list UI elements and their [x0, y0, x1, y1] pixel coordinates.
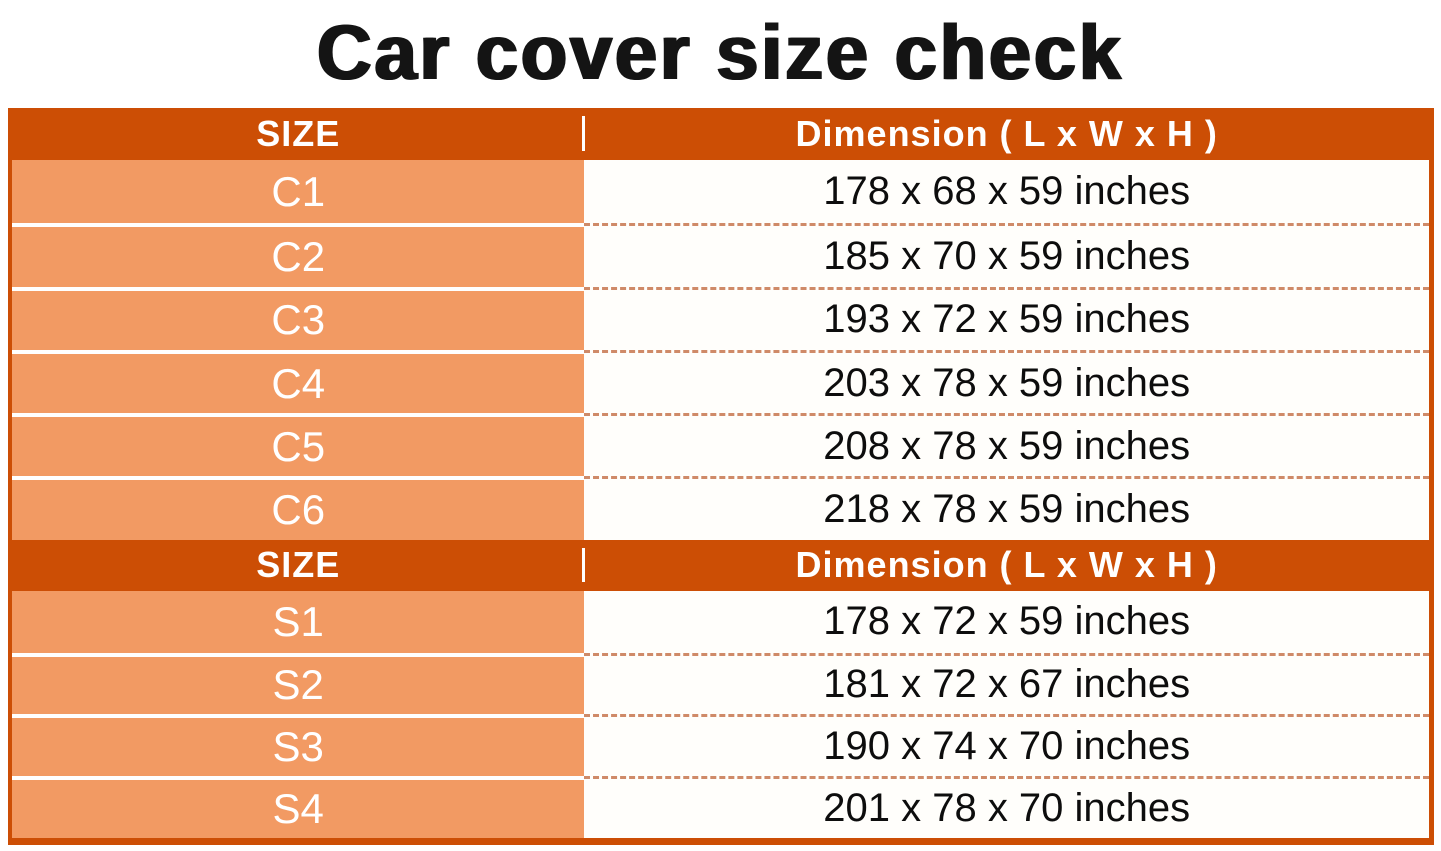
- table-row-c6: C6 218 x 78 x 59 inches: [12, 476, 1429, 540]
- dimension-cell: 178 x 68 x 59 inches: [584, 160, 1429, 224]
- size-cell: C5: [12, 413, 585, 477]
- table-row-c4: C4 203 x 78 x 59 inches: [12, 349, 1429, 414]
- size-cell: C2: [12, 223, 585, 287]
- table-row-c3: C3 193 x 72 x 59 inches: [12, 286, 1429, 350]
- column-header-size: SIZE: [12, 540, 586, 591]
- table-header-row-c: SIZE Dimension ( L x W x H ): [12, 108, 1429, 160]
- table-row-s2: S2 181 x 72 x 67 inches: [12, 652, 1429, 715]
- size-cell: S1: [12, 590, 585, 653]
- column-header-dimension: Dimension ( L x W x H ): [795, 113, 1218, 154]
- size-cell: S4: [12, 776, 585, 838]
- size-cell: C4: [12, 349, 585, 414]
- dimension-cell: 218 x 78 x 59 inches: [584, 476, 1429, 540]
- column-header-size: SIZE: [12, 108, 586, 160]
- table-row-c5: C5 208 x 78 x 59 inches: [12, 413, 1429, 477]
- table-row-s3: S3 190 x 74 x 70 inches: [12, 714, 1429, 777]
- dimension-cell: 208 x 78 x 59 inches: [584, 413, 1429, 477]
- size-cell: C3: [12, 286, 585, 350]
- table-header-row-s: SIZE Dimension ( L x W x H ): [12, 539, 1429, 591]
- dimension-cell: 181 x 72 x 67 inches: [584, 652, 1429, 715]
- table-row-c1: C1 178 x 68 x 59 inches: [12, 160, 1429, 224]
- table-row-s4: S4 201 x 78 x 70 inches: [12, 776, 1429, 838]
- page-title: Car cover size check: [317, 7, 1124, 96]
- dimension-cell: 185 x 70 x 59 inches: [584, 223, 1429, 287]
- car-cover-size-table: SIZE Dimension ( L x W x H ) C1 178 x 68…: [8, 108, 1434, 845]
- dimension-cell: 178 x 72 x 59 inches: [584, 590, 1429, 653]
- dimension-cell: 203 x 78 x 59 inches: [584, 349, 1429, 414]
- table-row-c2: C2 185 x 70 x 59 inches: [12, 223, 1429, 287]
- column-header-dimension: Dimension ( L x W x H ): [795, 544, 1218, 586]
- table-row-s1: S1 178 x 72 x 59 inches: [12, 590, 1429, 653]
- size-cell: S2: [12, 652, 585, 715]
- size-cell: C1: [12, 160, 585, 224]
- dimension-cell: 190 x 74 x 70 inches: [584, 714, 1429, 777]
- size-cell: C6: [12, 476, 585, 540]
- size-cell: S3: [12, 714, 585, 777]
- dimension-cell: 193 x 72 x 59 inches: [584, 286, 1429, 350]
- dimension-cell: 201 x 78 x 70 inches: [584, 776, 1429, 838]
